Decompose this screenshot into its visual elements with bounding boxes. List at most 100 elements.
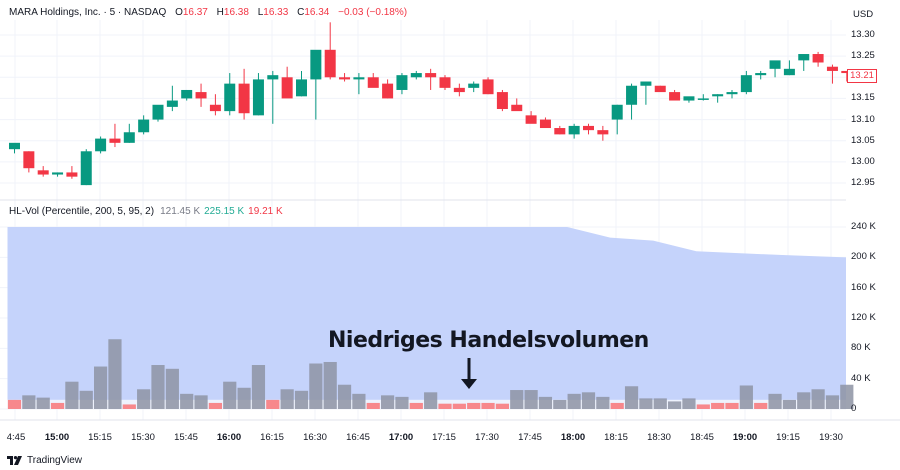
volume-tick: 80 K	[851, 342, 871, 354]
indicator-legend[interactable]: HL-Vol (Percentile, 200, 5, 95, 2) 121.45…	[9, 206, 283, 217]
candle-body	[195, 92, 207, 99]
indicator-value-3: 19.21 K	[248, 206, 283, 217]
candle-body	[23, 151, 35, 169]
volume-bar	[294, 390, 309, 409]
time-tick: 15:45	[174, 432, 198, 443]
volume-bar	[610, 402, 624, 409]
volume-bar	[266, 399, 280, 409]
price-tick: 13.30	[851, 29, 875, 40]
volume-bar	[309, 363, 323, 409]
time-tick: 15:30	[131, 432, 155, 443]
volume-bar	[237, 387, 251, 409]
change-value: −0.03 (−0.18%)	[338, 7, 408, 18]
volume-bar	[624, 386, 639, 409]
volume-bar	[94, 366, 108, 409]
candle-body	[281, 77, 293, 99]
volume-bar	[137, 389, 151, 409]
low-value: 16.33	[263, 7, 289, 18]
candle-body	[324, 49, 336, 78]
high-value: 16.38	[223, 7, 249, 18]
candle-body	[712, 94, 724, 97]
candle-body	[439, 77, 451, 88]
candle-body	[453, 87, 465, 93]
candle-body	[669, 92, 681, 101]
candle-body	[798, 54, 810, 61]
candle-body	[396, 75, 408, 90]
symbol-title: MARA Holdings, Inc. · 5 · NASDAQ	[9, 7, 167, 18]
indicator-value-1: 121.45 K	[160, 206, 201, 217]
candle-body	[496, 92, 508, 109]
time-tick: 16:00	[216, 432, 242, 443]
volume-bar	[165, 368, 179, 409]
open-label: O	[175, 7, 183, 18]
candle-body	[181, 89, 193, 99]
candle-body	[769, 60, 781, 69]
candle-body	[640, 81, 652, 86]
volume-bar	[438, 403, 452, 409]
price-tick: 12.95	[851, 177, 875, 188]
volume-bar	[825, 395, 840, 409]
volume-bar	[409, 402, 423, 409]
candle-body	[841, 70, 853, 74]
currency-label[interactable]: USD	[853, 9, 874, 20]
candle-body	[468, 83, 480, 88]
time-tick: 15:00	[44, 432, 70, 443]
candle-body	[267, 75, 279, 80]
price-tick: 13.10	[851, 113, 875, 125]
candle-body	[611, 104, 623, 120]
tradingview-logo[interactable]: TradingView	[7, 455, 82, 466]
price-tick: 13.25	[851, 50, 875, 62]
volume-bar	[768, 393, 782, 409]
volume-bar	[337, 384, 352, 409]
volume-tick: 120 K	[851, 312, 876, 323]
volume-bar	[696, 404, 710, 409]
candle-body	[152, 104, 164, 120]
volume-bar	[36, 397, 50, 409]
candle-body	[683, 96, 695, 101]
volume-bar	[108, 339, 122, 409]
time-tick: 18:00	[560, 432, 586, 443]
volume-bar	[208, 402, 222, 409]
last-price-tag: 13.21	[847, 69, 877, 83]
volume-bar	[581, 392, 596, 409]
candle-body	[410, 73, 422, 78]
indicator-name: HL-Vol (Percentile, 200, 5, 95, 2)	[9, 206, 155, 217]
candle-body	[310, 49, 322, 80]
volume-tick: 40 K	[851, 372, 871, 384]
candle-body	[482, 79, 494, 95]
volume-bar	[538, 396, 553, 409]
time-tick: 18:45	[690, 432, 714, 443]
volume-bar	[50, 402, 65, 409]
candle-body	[238, 83, 250, 114]
candle-body	[52, 172, 64, 175]
time-tick: 18:15	[604, 432, 628, 443]
volume-tick: 200 K	[851, 251, 876, 263]
candle-body	[367, 77, 379, 88]
candle-body	[425, 73, 437, 78]
time-tick: 4:45	[6, 432, 26, 443]
volume-bar	[754, 402, 768, 409]
time-tick: 19:15	[776, 432, 800, 443]
candle-body	[740, 75, 752, 93]
high-label: H	[216, 7, 224, 18]
volume-tick: 240 K	[851, 221, 876, 232]
candle-body	[755, 73, 767, 76]
candle-body	[539, 119, 551, 129]
symbol-legend: MARA Holdings, Inc. · 5 · NASDAQ O16.37 …	[9, 7, 407, 18]
time-tick: 17:45	[518, 432, 542, 443]
time-tick: 18:30	[647, 432, 671, 443]
close-label: C	[297, 7, 305, 18]
candle-body	[166, 100, 178, 107]
volume-bar	[682, 398, 696, 409]
volume-bar	[22, 395, 36, 409]
candle-body	[123, 132, 135, 143]
time-tick: 15:15	[88, 432, 112, 443]
volume-bar	[739, 385, 753, 409]
candle-body	[37, 170, 49, 175]
volume-bar	[366, 402, 380, 409]
brand-label: TradingView	[27, 455, 83, 466]
time-tick: 19:30	[819, 432, 843, 443]
candle-body	[783, 68, 795, 76]
volume-tick: 0	[851, 403, 857, 414]
